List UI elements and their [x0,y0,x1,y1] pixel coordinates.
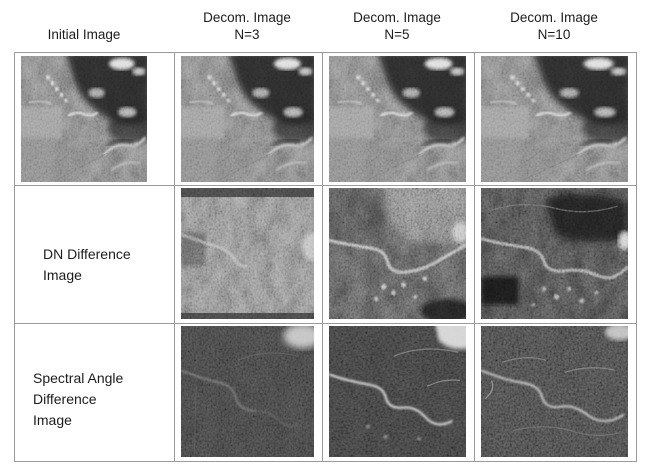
column-header-line: Initial Image [47,26,121,42]
column-header-decom-n10: Decom. Image N=10 [473,0,635,46]
column-header-line: Decom. Image [353,10,441,25]
cell-spectral-angle-difference-n3 [174,323,322,461]
decom-image-n3 [181,56,314,182]
cell-decom-image-n3 [174,53,322,185]
decom-image-n10 [481,56,628,182]
satellite-image-canvas [181,56,314,182]
difference-image-canvas [181,188,314,319]
dn-difference-image-n5 [329,188,466,319]
spectral-angle-difference-image-n5 [329,326,466,457]
cell-dn-difference-n5 [322,185,474,323]
row-label-line: Image [33,412,72,428]
column-header-line: N=5 [384,26,410,42]
cell-initial-image [15,53,174,185]
decom-image-n5 [329,56,466,182]
column-header-decom-n5: Decom. Image N=5 [321,0,473,46]
column-header-line: N=10 [537,26,571,42]
row-label-line: Difference [33,391,97,407]
difference-image-canvas [329,326,466,457]
spectral-angle-difference-image-n3 [181,326,314,457]
satellite-image-canvas [21,56,147,182]
cell-decom-image-n10 [474,53,636,185]
cell-spectral-angle-difference-n5 [322,323,474,461]
initial-image [21,56,147,182]
cell-spectral-angle-difference-n10 [474,323,636,461]
column-header-line: Decom. Image [510,10,598,25]
dn-difference-image-n3 [181,188,314,319]
column-header-line: Decom. Image [203,10,291,25]
row-label-line: Image [43,267,82,283]
row-label-dn-difference: DN Difference Image [15,185,174,323]
difference-image-canvas [481,326,628,457]
row-label-spectral-angle-difference: Spectral Angle Difference Image [15,323,174,461]
column-header-line: N=3 [234,26,260,42]
difference-image-canvas [181,326,314,457]
row-label-line: Spectral Angle [33,370,124,386]
dn-difference-image-n10 [481,188,628,319]
cell-dn-difference-n10 [474,185,636,323]
column-header-initial-image: Initial Image [14,0,154,46]
satellite-image-canvas [481,56,628,182]
cell-dn-difference-n3 [174,185,322,323]
figure-grid: DN Difference Image Spectral Angle Diffe… [14,52,637,462]
difference-image-canvas [481,188,628,319]
column-header-decom-n3: Decom. Image N=3 [173,0,321,46]
satellite-image-canvas [329,56,466,182]
row-label-line: DN Difference [43,246,131,262]
spectral-angle-difference-image-n10 [481,326,628,457]
difference-image-canvas [329,188,466,319]
cell-decom-image-n5 [322,53,474,185]
